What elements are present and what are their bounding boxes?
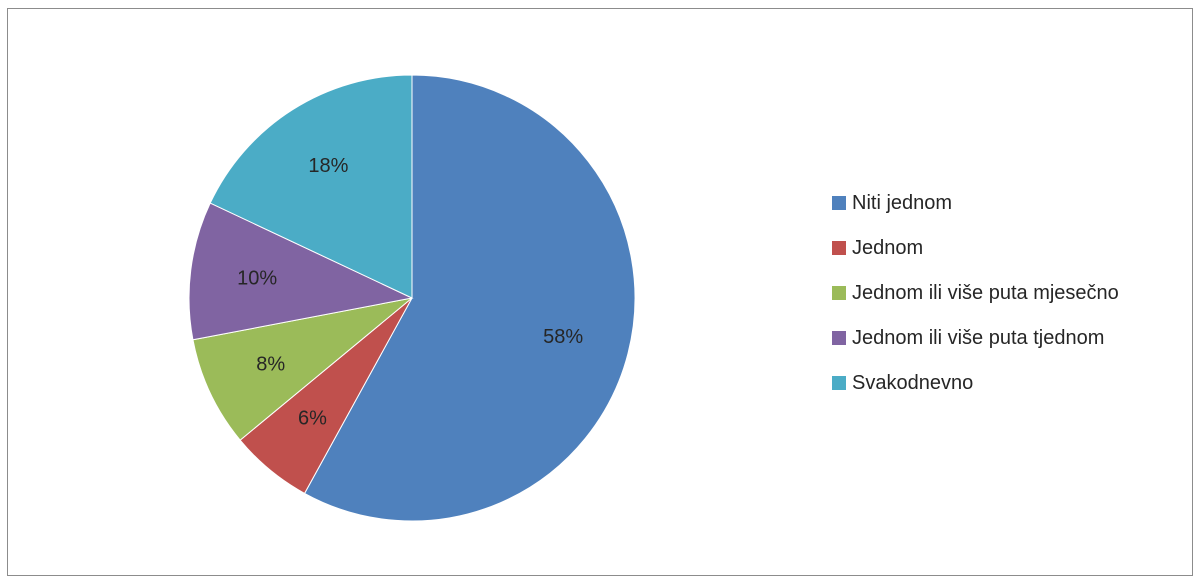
pie-slice-jednom-ili-vise-puta-tjednom bbox=[188, 202, 414, 341]
data-label-niti-jednom: 58% bbox=[543, 326, 583, 348]
legend-swatch-jednom-ili-vise-puta-mjesecno bbox=[832, 286, 846, 300]
data-label-jednom: 6% bbox=[298, 407, 327, 429]
legend-swatch-niti-jednom bbox=[832, 196, 846, 210]
data-label-svakodnevno: 18% bbox=[308, 155, 348, 177]
legend-label-jednom: Jednom bbox=[852, 237, 923, 259]
legend-swatch-jednom-ili-vise-puta-tjednom bbox=[832, 331, 846, 345]
legend-label-jednom-ili-vise-puta-mjesecno: Jednom ili više puta mjesečno bbox=[852, 282, 1119, 304]
legend-label-niti-jednom: Niti jednom bbox=[852, 192, 952, 214]
legend-label-svakodnevno: Svakodnevno bbox=[852, 372, 973, 394]
legend-swatch-svakodnevno bbox=[832, 376, 846, 390]
pie-slice-niti-jednom bbox=[303, 74, 636, 522]
legend-swatch-jednom bbox=[832, 241, 846, 255]
legend-label-jednom-ili-vise-puta-tjednom: Jednom ili više puta tjednom bbox=[852, 327, 1104, 349]
pie-slice-svakodnevno bbox=[209, 74, 413, 299]
pie-slice-jednom-ili-vise-puta-mjesecno bbox=[192, 297, 413, 441]
data-label-jednom-ili-vise-puta-mjesecno: 8% bbox=[256, 353, 285, 375]
data-label-jednom-ili-vise-puta-tjednom: 10% bbox=[237, 267, 277, 289]
